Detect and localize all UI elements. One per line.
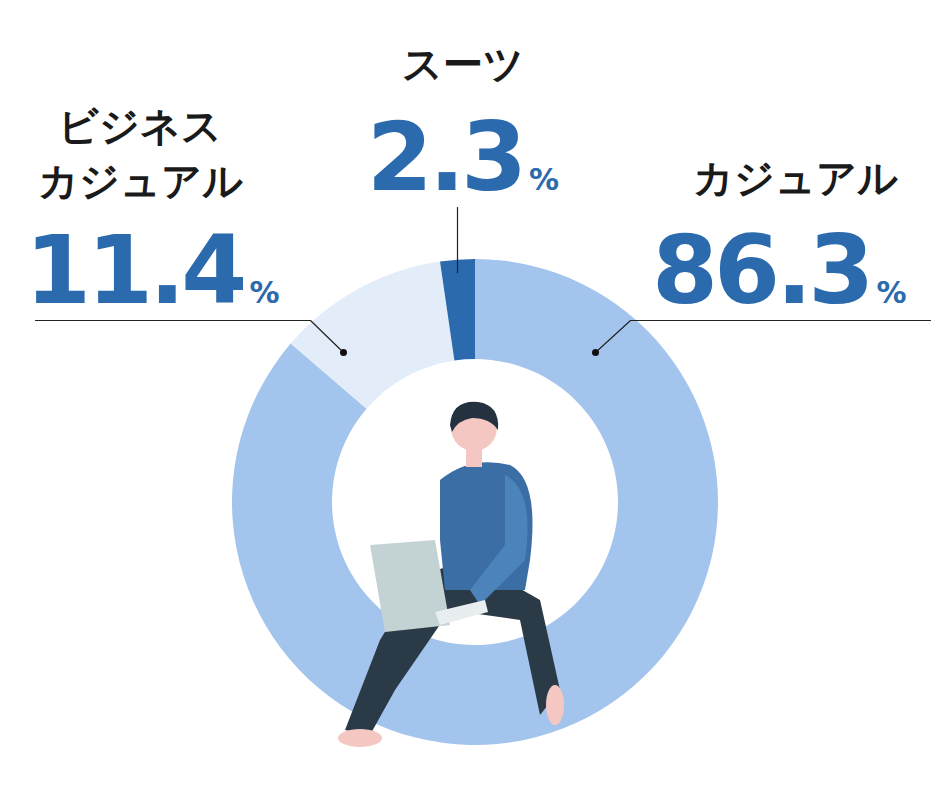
svg-text:2.3%: 2.3% bbox=[367, 102, 559, 212]
svg-text:スーツ: スーツ bbox=[402, 41, 524, 87]
svg-text:ビジネスカジュアル: ビジネスカジュアル bbox=[38, 103, 243, 204]
svg-text:11.4%: 11.4% bbox=[25, 215, 279, 325]
svg-text:カジュアル: カジュアル bbox=[693, 155, 898, 201]
svg-text:86.3%: 86.3% bbox=[652, 215, 906, 325]
